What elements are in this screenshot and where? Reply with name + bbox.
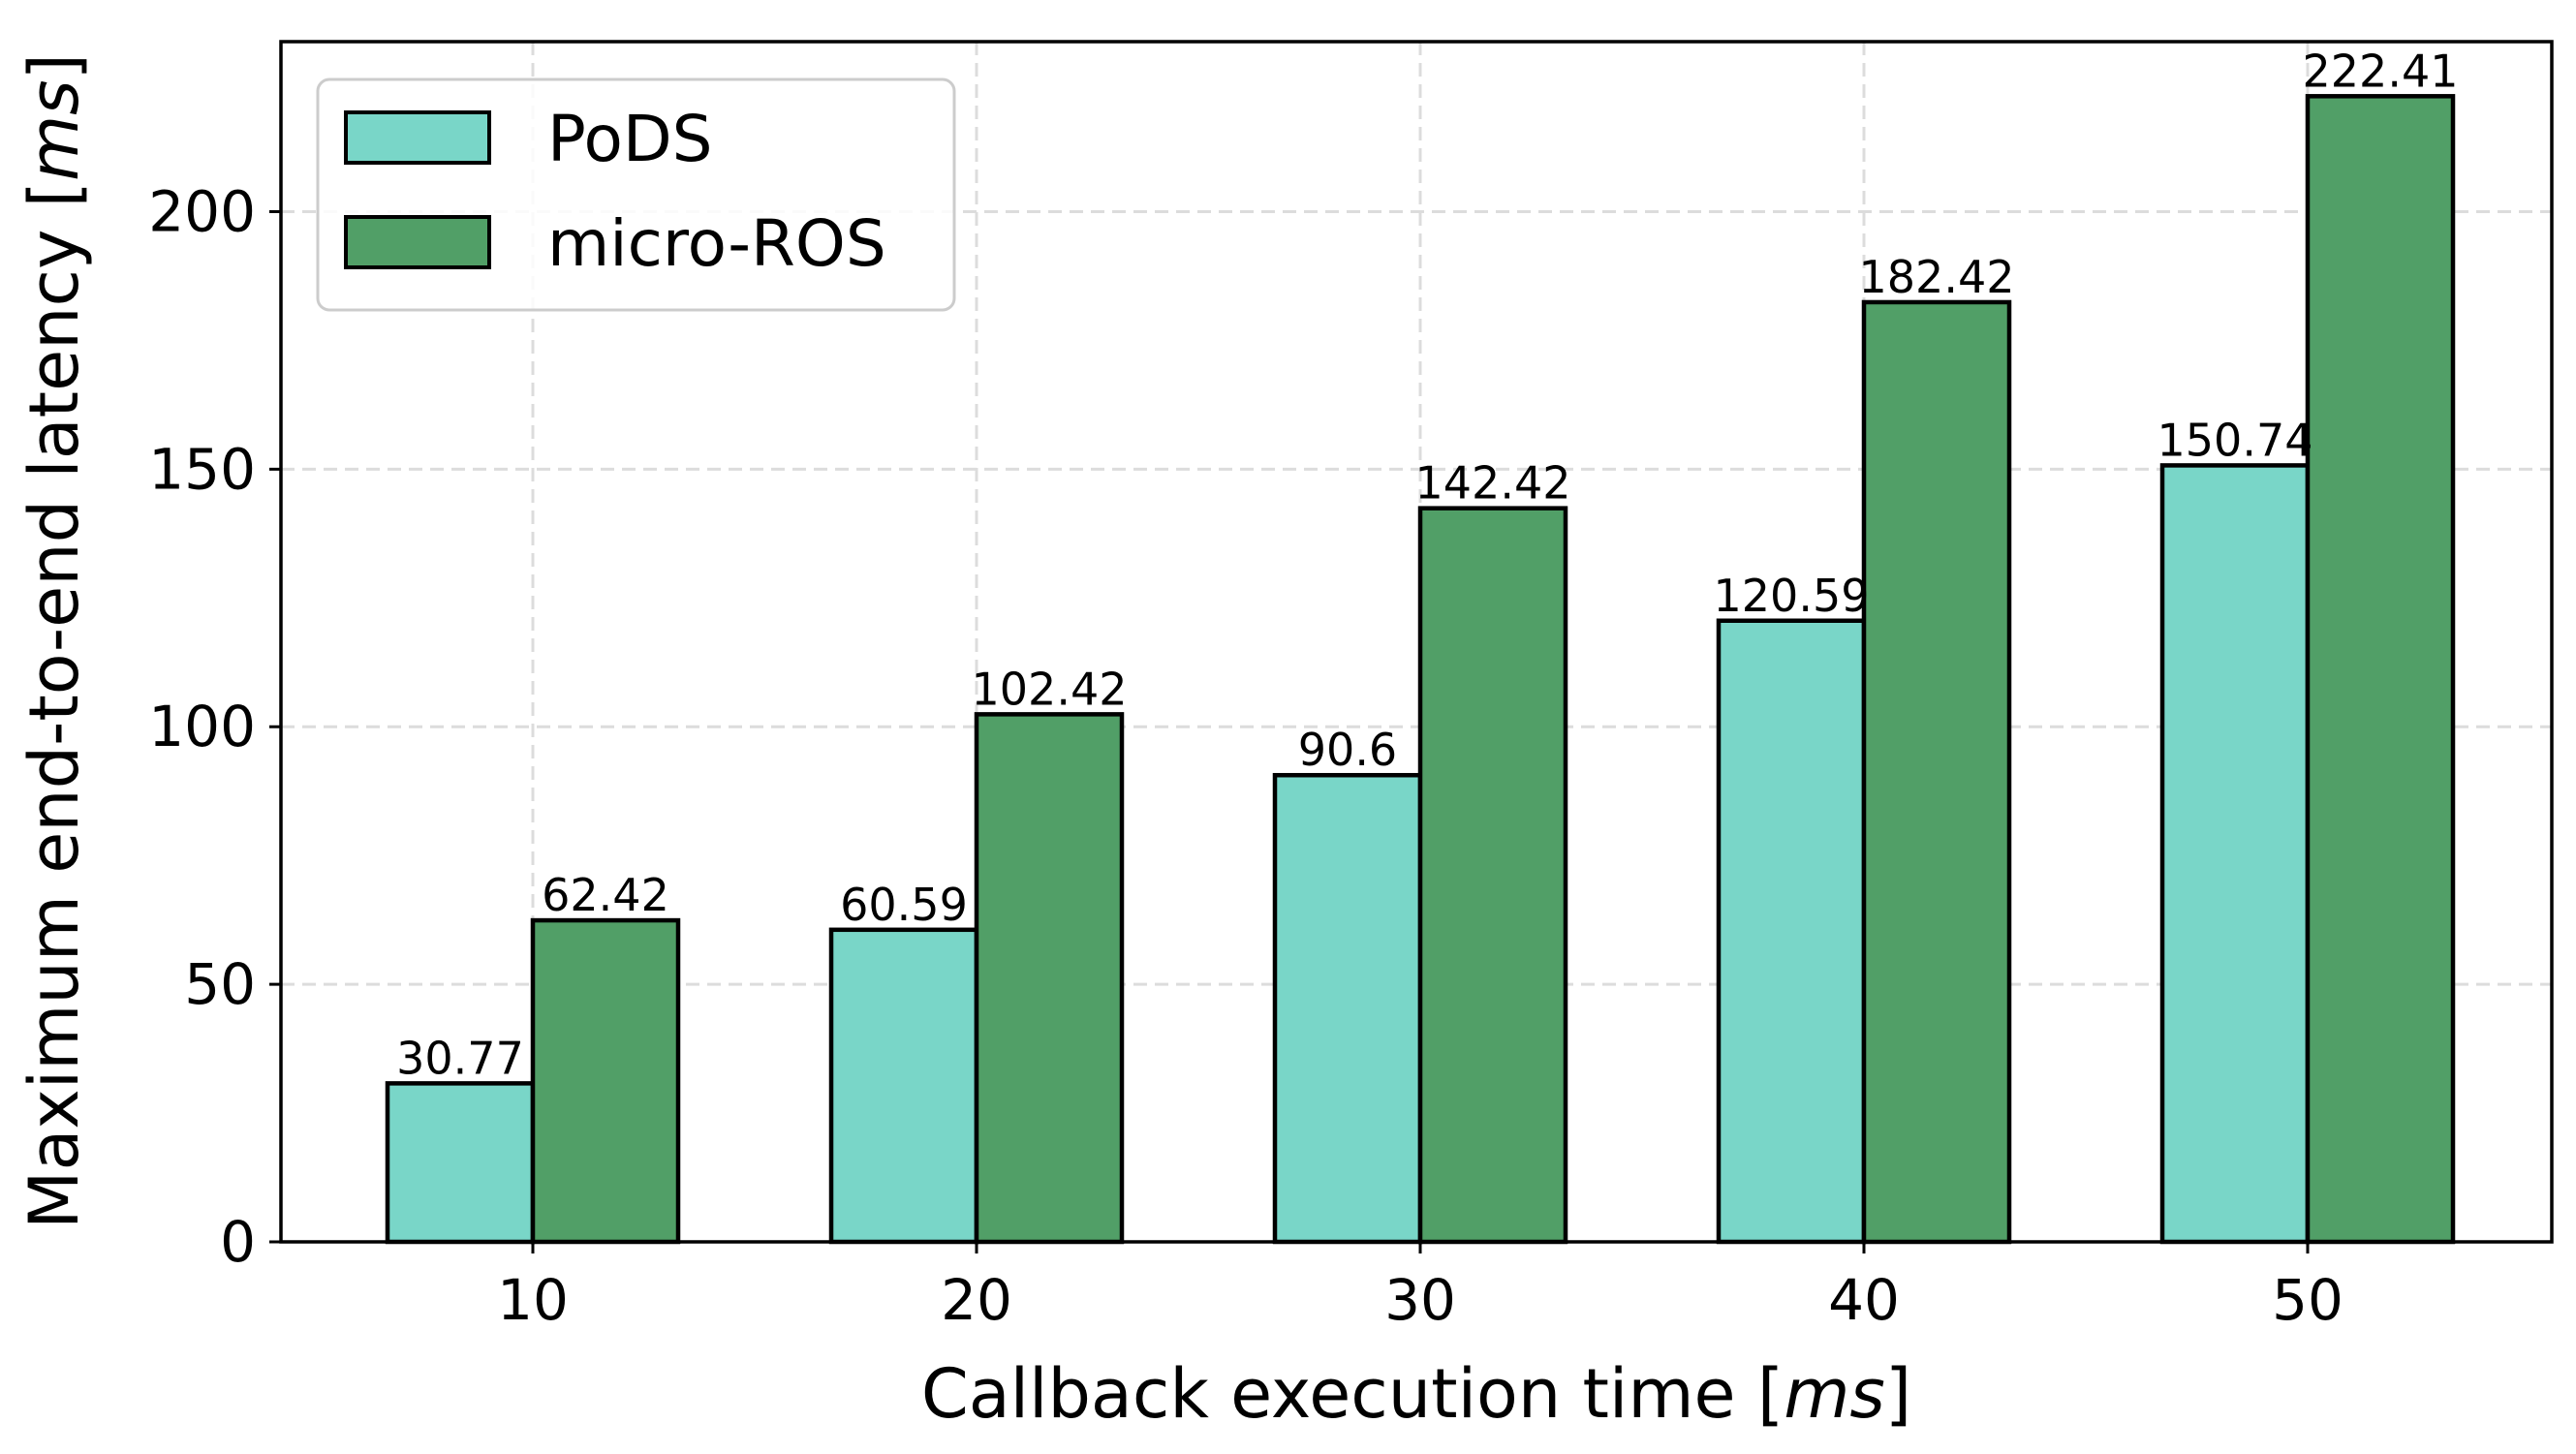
data-label-pods-30: 90.6 — [1298, 724, 1397, 776]
data-label-pods-40: 120.59 — [1714, 570, 1870, 622]
data-label-micro-ros-40: 182.42 — [1859, 251, 2015, 303]
bar-pods-40 — [1716, 618, 1867, 1245]
bar-micro-ros-20 — [974, 712, 1125, 1245]
y-tick-label: 100 — [148, 694, 256, 759]
bar-micro-ros-50 — [2305, 94, 2456, 1245]
data-label-micro-ros-20: 102.42 — [972, 663, 1128, 715]
y-tick-label: 50 — [184, 951, 256, 1017]
x-tick-label: 10 — [497, 1267, 569, 1333]
y-axis-title-prefix: Maximum end-to-end latency [ — [15, 181, 94, 1229]
legend: PoDS micro-ROS — [316, 77, 956, 312]
y-axis-title-suffix: ] — [15, 53, 94, 79]
data-label-micro-ros-30: 142.42 — [1415, 457, 1571, 510]
x-axis-title-prefix: Callback execution time [ — [921, 1354, 1784, 1434]
legend-label-micro-ros: micro-ROS — [547, 206, 886, 281]
legend-swatch-pods — [344, 110, 491, 165]
plot-frame — [279, 40, 2554, 1244]
bar-micro-ros-30 — [1417, 506, 1568, 1245]
x-axis-title-unit: ms — [1784, 1354, 1885, 1434]
y-tick-label: 0 — [220, 1209, 256, 1275]
axis-ticks: 0 50 100 150 200 10 20 30 40 50 — [148, 178, 2343, 1333]
x-axis-title: Callback execution time [ms] — [921, 1354, 1911, 1434]
bar-pods-30 — [1272, 772, 1423, 1245]
data-label-pods-50: 150.74 — [2157, 414, 2313, 466]
bar-pods-50 — [2159, 463, 2311, 1245]
x-tick-label: 20 — [941, 1267, 1012, 1333]
bars — [385, 94, 2456, 1245]
x-tick-label: 30 — [1384, 1267, 1456, 1333]
legend-label-pods: PoDS — [547, 102, 713, 176]
data-label-pods-20: 60.59 — [840, 879, 968, 931]
bar-pods-10 — [385, 1081, 536, 1245]
y-tick-label: 150 — [148, 436, 256, 502]
bar-micro-ros-10 — [530, 917, 681, 1245]
bar-micro-ros-40 — [1861, 299, 2012, 1245]
x-tick-label: 40 — [1828, 1267, 1900, 1333]
x-axis-title-suffix: ] — [1885, 1354, 1911, 1434]
data-label-micro-ros-50: 222.41 — [2303, 45, 2459, 97]
data-labels: 30.77 62.42 60.59 102.42 90.6 142.42 120.59 182… — [396, 45, 2458, 1084]
data-label-micro-ros-10: 62.42 — [542, 869, 669, 921]
bar-pods-20 — [828, 927, 979, 1245]
y-axis-title-unit: ms — [15, 79, 94, 181]
data-label-pods-10: 30.77 — [396, 1032, 524, 1084]
x-tick-label: 50 — [2272, 1267, 2343, 1333]
y-tick-label: 200 — [148, 178, 256, 244]
y-axis-title: Maximum end-to-end latency [ms] — [15, 53, 94, 1229]
legend-swatch-micro-ros — [344, 215, 491, 269]
